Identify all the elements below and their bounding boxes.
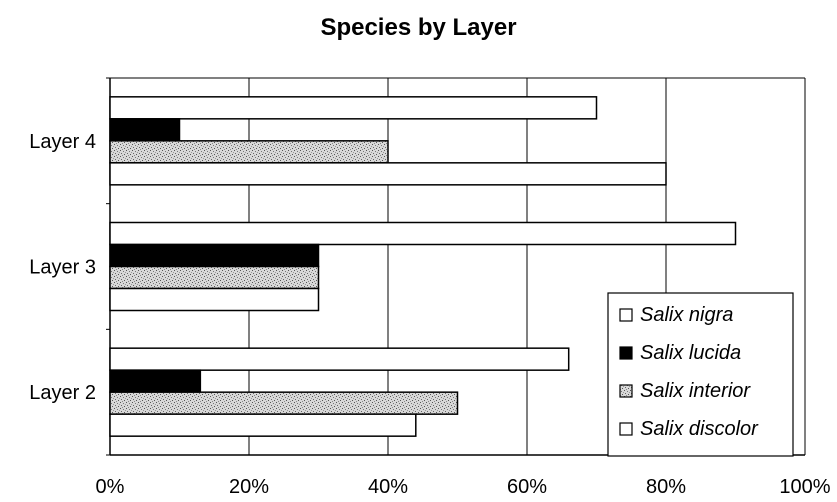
category-labels: Layer 4 Layer 3 Layer 2	[29, 131, 96, 404]
bar-salix-discolor	[109, 162, 667, 186]
legend-label: Salix interior	[640, 380, 751, 402]
legend-swatch	[619, 422, 633, 436]
bars	[109, 96, 737, 437]
chart-title: Species by Layer	[320, 14, 517, 41]
tick-labels: 0% 20% 40% 60% 80% 100%	[96, 476, 831, 498]
bar-salix-interior	[109, 265, 320, 290]
x-tick-label: 40%	[368, 476, 408, 498]
legend: Salix nigra Salix lucida Salix interior Sal…	[607, 292, 794, 457]
legend-box	[607, 292, 794, 457]
x-tick-label: 80%	[646, 476, 686, 498]
category-label: Layer 4	[29, 131, 96, 153]
legend-label: Salix nigra	[640, 304, 733, 326]
bar-salix-lucida	[109, 369, 202, 393]
bar-salix-interior	[109, 140, 389, 164]
bar-salix-discolor	[109, 413, 417, 437]
bar-salix-nigra	[109, 221, 737, 246]
x-tick-label: 60%	[507, 476, 547, 498]
bar-salix-interior	[109, 391, 459, 415]
legend-label: Salix lucida	[640, 342, 741, 364]
category-label: Layer 2	[29, 382, 96, 404]
x-tick-label: 0%	[96, 476, 125, 498]
category-label: Layer 3	[29, 257, 96, 279]
legend-label: Salix discolor	[640, 418, 759, 440]
bar-salix-nigra	[109, 96, 598, 120]
legend-swatch	[619, 384, 633, 398]
legend-swatch	[619, 308, 633, 322]
bar-salix-nigra	[109, 347, 570, 371]
bar-salix-lucida	[109, 118, 181, 142]
bar-salix-lucida	[109, 243, 320, 268]
x-tick-label: 20%	[229, 476, 269, 498]
legend-swatch	[619, 346, 633, 360]
x-tick-label: 100%	[779, 476, 830, 498]
bar-salix-discolor	[109, 287, 320, 312]
